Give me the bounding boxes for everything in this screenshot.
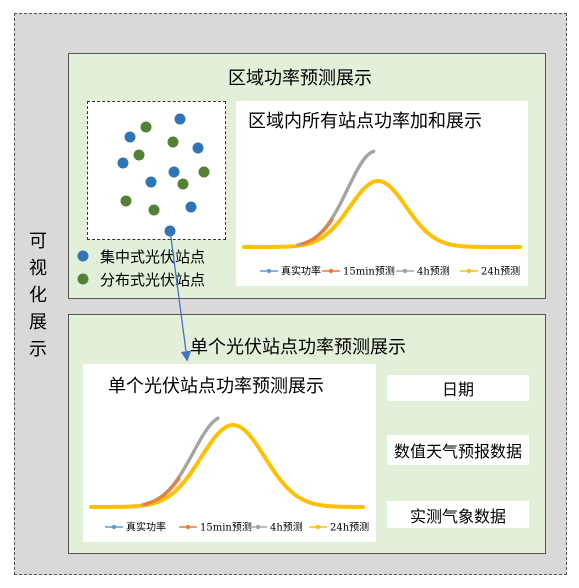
24h-forecast-line (242, 178, 522, 249)
15min-forecast-line (143, 476, 181, 506)
distributed-legend-marker (77, 273, 89, 285)
legend-marker (266, 268, 272, 274)
legend-label: 真实功率 (281, 265, 321, 278)
15min-forecast-line (300, 218, 334, 246)
legend-label: 4h预测 (417, 265, 450, 278)
single-chart-box (83, 364, 376, 542)
centralized-station-dot (185, 201, 197, 213)
distributed-station-dot (133, 149, 145, 161)
weather-box: 实测气象数据 (387, 501, 529, 528)
centralized-station-dot (192, 142, 204, 154)
legend-label: 15min预测 (343, 265, 395, 278)
side-label-char: 视 (29, 258, 47, 279)
date-box: 日期 (387, 375, 529, 401)
legend-label: 15min预测 (200, 521, 252, 534)
legend-label: 24h预测 (481, 265, 520, 278)
legend-marker (466, 268, 472, 274)
legend-marker (255, 524, 261, 530)
centralized-station-dot (174, 113, 186, 125)
legend-marker (185, 524, 191, 530)
legend-label: 24h预测 (330, 521, 369, 534)
side-label-char: 可 (29, 231, 47, 252)
centralized-station-dot (117, 157, 129, 169)
legend-marker (111, 524, 117, 530)
single-chart-title: 单个光伏站点功率预测展示 (108, 376, 324, 397)
distributed-station-dot (198, 166, 210, 178)
legend-marker (328, 268, 334, 274)
region-chart-box (236, 101, 528, 286)
side-label-char: 示 (29, 339, 47, 360)
single-chart: 真实功率 15min预测 4h预测 24h预测 (89, 416, 369, 534)
centralized-station-dot (168, 166, 180, 178)
legend-marker (315, 524, 321, 530)
nwp-box: 数值天气预报数据 (387, 435, 529, 465)
region-chart: 真实功率 15min预测 4h预测 24h预测 (242, 149, 522, 278)
centralized-station-dot (145, 176, 157, 188)
side-label-char: 展 (29, 312, 47, 333)
legend-label: 真实功率 (126, 521, 166, 534)
station-map (87, 101, 226, 240)
region-chart-title: 区域内所有站点功率加和展示 (248, 111, 482, 132)
distributed-legend-label: 分布式光伏站点 (100, 271, 206, 289)
legend-label: 4h预测 (270, 521, 303, 534)
side-label: 可 视 化 展 示 (27, 228, 49, 363)
distributed-station-dot (148, 204, 160, 216)
station-dots (117, 113, 210, 237)
24h-forecast-line (89, 422, 365, 509)
side-label-char: 化 (29, 285, 47, 306)
distributed-station-dot (167, 136, 179, 148)
region-panel-title: 区域功率预测展示 (228, 68, 372, 89)
centralized-station-dot (124, 131, 136, 143)
centralized-legend-marker (77, 250, 89, 262)
single-panel-title: 单个光伏站点功率预测展示 (190, 337, 406, 358)
centralized-legend-label: 集中式光伏站点 (100, 248, 206, 266)
centralized-station-dot (164, 225, 176, 237)
distributed-station-dot (140, 121, 152, 133)
distributed-station-dot (177, 178, 189, 190)
distributed-station-dot (120, 195, 132, 207)
legend-marker (402, 268, 408, 274)
4h-forecast-line (141, 416, 221, 507)
4h-forecast-line (296, 149, 376, 247)
